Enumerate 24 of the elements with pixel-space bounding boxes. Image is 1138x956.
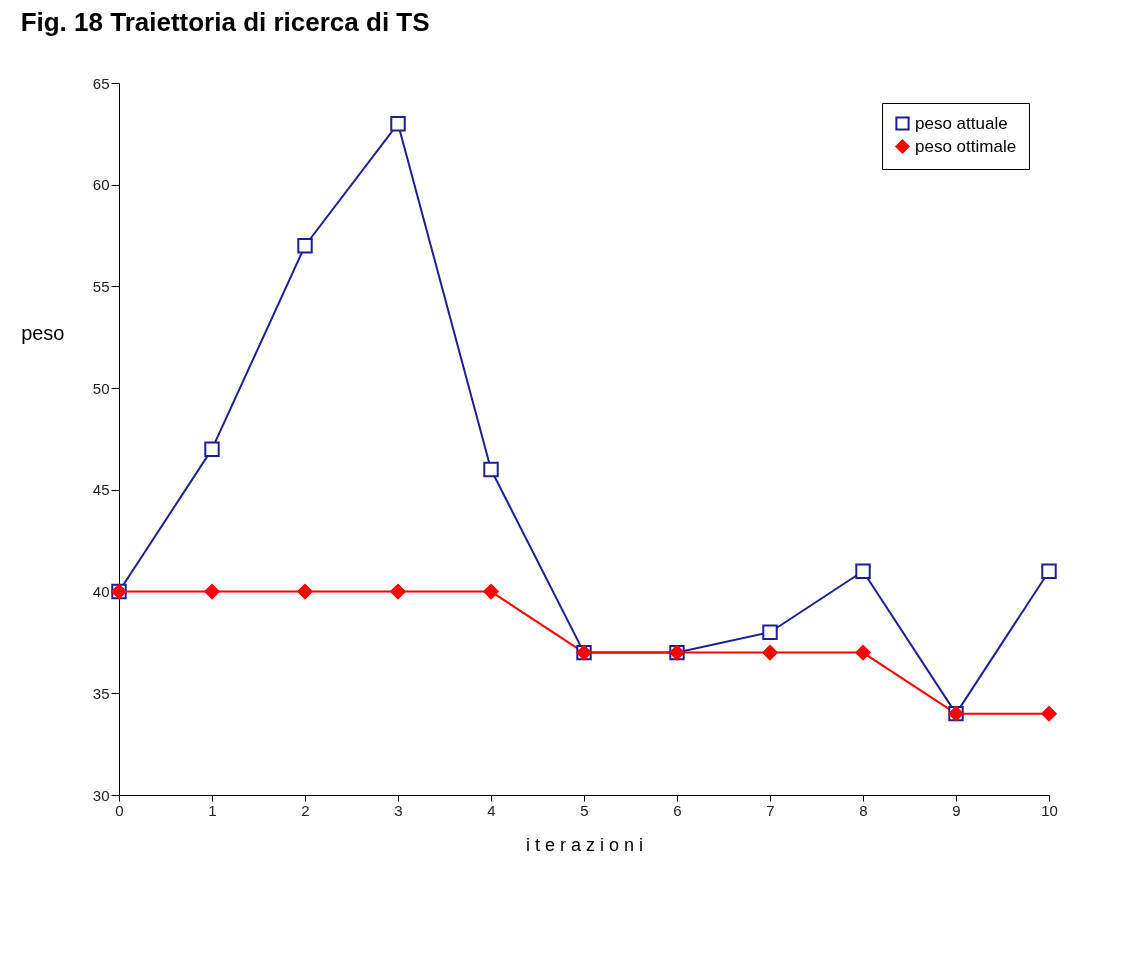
y-tick-label: 50	[92, 379, 110, 397]
x-tick-label: 2	[301, 801, 310, 819]
x-tick-label: 0	[115, 801, 124, 819]
y-tick-label: 65	[92, 74, 110, 92]
legend-label: peso attuale	[915, 113, 1008, 133]
y-tick-label: 45	[92, 481, 110, 499]
x-tick-label: 6	[673, 801, 682, 819]
x-axis-title: i t e r a z i o n i	[525, 834, 644, 855]
x-tick-label: 7	[766, 801, 775, 819]
y-tick-label: 55	[92, 277, 110, 295]
y-tick-label: 35	[92, 684, 110, 702]
x-tick-label: 3	[394, 801, 403, 819]
y-axis-title: peso	[21, 321, 65, 344]
x-tick-label: 1	[208, 801, 217, 819]
x-tick-label: 4	[487, 801, 496, 819]
legend-label: peso ottimale	[915, 136, 1017, 156]
x-tick-label: 5	[580, 801, 589, 819]
x-tick-label: 8	[859, 801, 868, 819]
y-tick-label: 60	[92, 176, 110, 194]
x-tick-label: 10	[1041, 801, 1058, 819]
y-tick-label: 40	[92, 583, 110, 601]
y-tick-label: 30	[92, 786, 110, 804]
chart-title: Fig. 18 Traiettoria di ricerca di TS	[20, 7, 430, 37]
x-tick-label: 9	[952, 801, 961, 819]
